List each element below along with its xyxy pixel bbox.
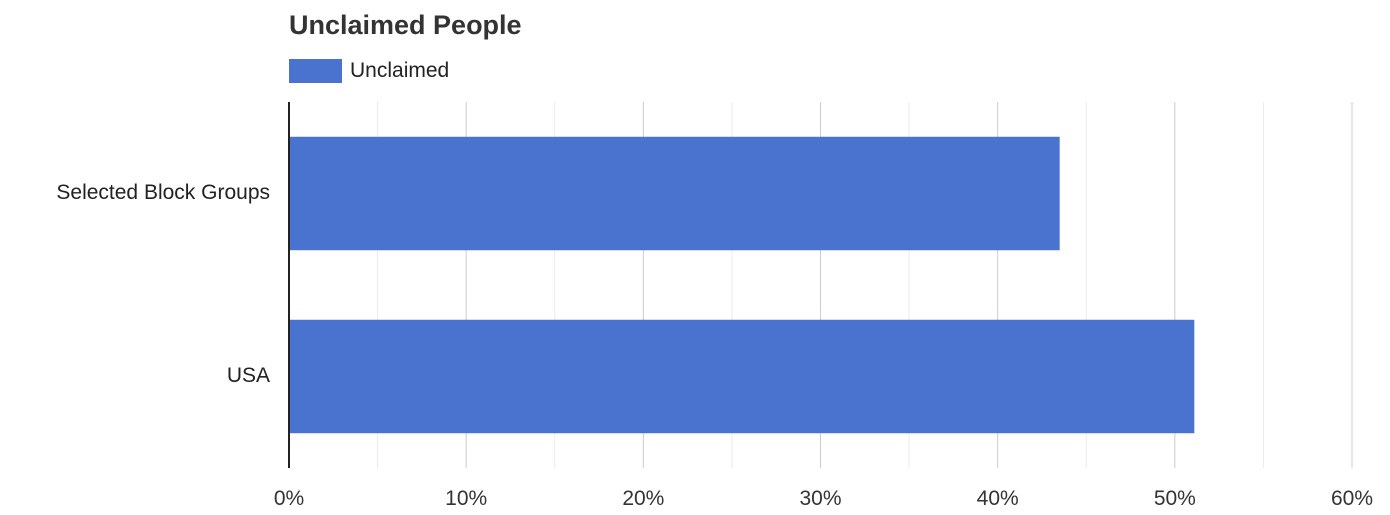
x-tick-label: 30% xyxy=(799,487,841,510)
category-label: Selected Block Groups xyxy=(56,181,270,204)
bar-selected-block-groups xyxy=(289,136,1060,251)
x-tick-label: 20% xyxy=(622,487,664,510)
legend-swatch xyxy=(289,59,342,83)
x-tick-label: 60% xyxy=(1331,487,1373,510)
x-tick-label: 0% xyxy=(274,487,304,510)
x-tick-label: 50% xyxy=(1154,487,1196,510)
x-tick-label: 40% xyxy=(977,487,1019,510)
x-tick-label: 10% xyxy=(445,487,487,510)
legend: Unclaimed xyxy=(289,58,449,84)
legend-label: Unclaimed xyxy=(350,59,450,82)
chart-title: Unclaimed People xyxy=(289,10,522,40)
bar-usa xyxy=(289,319,1195,434)
category-label: USA xyxy=(227,364,270,387)
